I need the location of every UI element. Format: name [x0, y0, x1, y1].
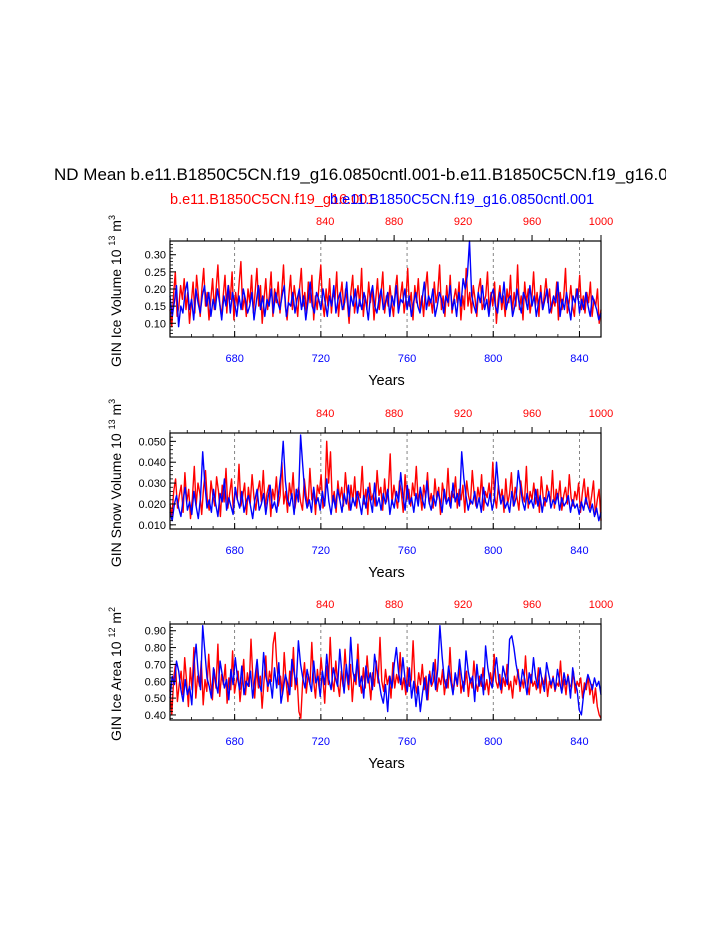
y-axis-title-unit: m	[108, 220, 124, 236]
x-bottom-tick-label: 760	[398, 353, 416, 365]
legend-red-label: b.e11.B1850C5CN.f19_g16.001	[170, 192, 376, 208]
y-tick-label: 0.80	[145, 643, 166, 655]
x-top-tick-label: 920	[454, 408, 472, 420]
legend: b.e11.B1850C5CN.f19_g16.001 b.e11.B1850C…	[170, 192, 630, 212]
y-axis-title-unit-exp: 3	[107, 399, 117, 404]
series-line-blue	[169, 240, 602, 328]
x-bottom-tick-label: 680	[225, 736, 243, 748]
y-tick-label: 0.020	[138, 499, 166, 511]
panel-ice-area: 0.40 0.50 0.60 0.70 0.80 0.90 680 720 760 800 840 8…	[107, 599, 613, 772]
y-axis-title-text: GIN Ice Volume 10	[108, 246, 124, 367]
x-axis-title: Years	[368, 756, 405, 772]
x-top-tick-label: 960	[523, 216, 541, 228]
y-axis-title-text: GIN Ice Area 10	[108, 638, 124, 742]
panel-ice-volume: 0.10 0.15 0.20 0.25 0.30 680 720 760 800 840 840 88…	[107, 215, 613, 389]
x-top-tick-label: 880	[385, 599, 403, 611]
page-title: ND Mean b.e11.B1850C5CN.f19_g16.0850cntl…	[54, 165, 666, 184]
y-tick-label: 0.50	[145, 693, 166, 705]
panel-snow-volume: 0.010 0.020 0.030 0.040 0.050 680 720 760 800 840…	[107, 399, 613, 581]
y-tick-label: 0.15	[145, 301, 166, 313]
x-top-tick-label: 920	[454, 216, 472, 228]
x-top-tick-label: 1000	[589, 599, 613, 611]
x-top-tick-label: 960	[523, 408, 541, 420]
x-top-tick-label: 920	[454, 599, 472, 611]
x-top-tick-label: 1000	[589, 216, 613, 228]
y-tick-label: 0.30	[145, 250, 166, 262]
x-bottom-tick-label: 800	[484, 736, 502, 748]
x-top-tick-label: 840	[316, 216, 334, 228]
x-top-tick-label: 840	[316, 408, 334, 420]
y-axis-title-unit: m	[108, 404, 124, 420]
y-axis-title: GIN Ice Area 10 12 m2	[107, 607, 124, 741]
x-bottom-tick-label: 760	[398, 545, 416, 557]
x-bottom-tick-label: 840	[570, 353, 588, 365]
y-axis-title-exp: 13	[107, 236, 117, 246]
y-tick-label: 0.40	[145, 710, 166, 722]
y-tick-label: 0.20	[145, 284, 166, 296]
y-axis-title-exp: 12	[107, 628, 117, 638]
x-top-tick-label: 880	[385, 216, 403, 228]
y-tick-label: 0.60	[145, 676, 166, 688]
y-tick-label: 0.70	[145, 659, 166, 671]
x-bottom-tick-label: 800	[484, 353, 502, 365]
series-line-red	[169, 631, 602, 719]
y-tick-label: 0.050	[138, 436, 166, 448]
x-bottom-tick-label: 840	[570, 736, 588, 748]
series-line-red	[169, 440, 602, 521]
y-tick-label: 0.010	[138, 520, 166, 532]
y-tick-label: 0.040	[138, 457, 166, 469]
y-axis-title: GIN Ice Volume 10 13 m3	[107, 215, 124, 367]
y-tick-label: 0.030	[138, 478, 166, 490]
y-axis-title-unit: m	[108, 612, 124, 628]
series-line-blue	[169, 625, 602, 716]
y-tick-label: 0.10	[145, 318, 166, 330]
x-bottom-tick-label: 800	[484, 545, 502, 557]
x-bottom-tick-label: 680	[225, 353, 243, 365]
series-line-blue	[169, 434, 602, 522]
x-top-tick-label: 840	[316, 599, 334, 611]
x-top-tick-label: 960	[523, 599, 541, 611]
x-bottom-tick-label: 720	[312, 353, 330, 365]
y-tick-label: 0.90	[145, 626, 166, 638]
x-top-tick-label: 1000	[589, 408, 613, 420]
x-axis-title: Years	[368, 565, 405, 581]
x-bottom-tick-label: 720	[312, 736, 330, 748]
y-axis-title-text: GIN Snow Volume 10	[108, 429, 124, 567]
y-axis-title-unit-exp: 2	[107, 607, 117, 612]
y-tick-label: 0.25	[145, 267, 166, 279]
y-axis-title-exp: 13	[107, 419, 117, 429]
y-axis-title-unit-exp: 3	[107, 215, 117, 220]
x-bottom-tick-label: 720	[312, 545, 330, 557]
x-axis-title: Years	[368, 373, 405, 389]
legend-blue-label: b.e11.B1850C5CN.f19_g16.0850cntl.001	[330, 192, 595, 208]
x-bottom-tick-label: 680	[225, 545, 243, 557]
y-axis-title: GIN Snow Volume 10 13 m3	[107, 399, 124, 567]
x-top-tick-label: 880	[385, 408, 403, 420]
x-bottom-tick-label: 840	[570, 545, 588, 557]
x-bottom-tick-label: 760	[398, 736, 416, 748]
